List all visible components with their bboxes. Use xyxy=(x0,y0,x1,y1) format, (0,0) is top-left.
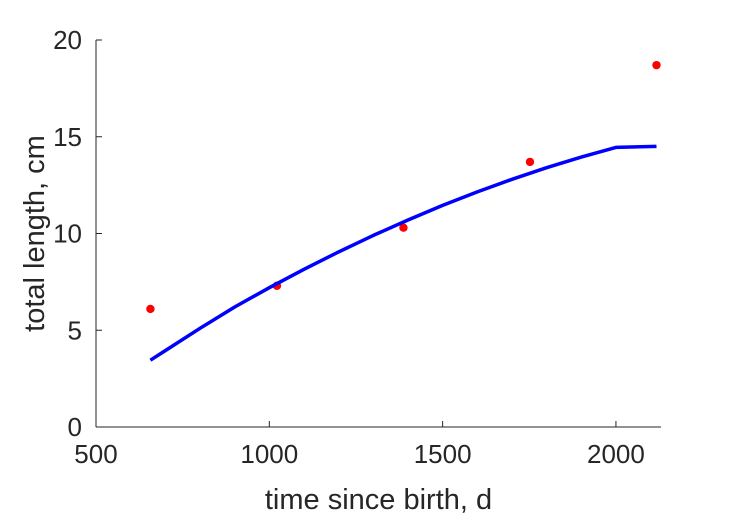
data-point xyxy=(399,223,408,232)
x-axis-title: time since birth, d xyxy=(265,484,492,516)
x-tick-label: 2000 xyxy=(587,439,645,469)
y-axis-title: total length, cm xyxy=(19,135,51,332)
data-point xyxy=(146,304,155,314)
y-tick-label: 20 xyxy=(53,25,82,55)
y-tick-label: 0 xyxy=(68,412,82,442)
fit-curve xyxy=(149,144,657,362)
plot-area xyxy=(146,60,661,362)
y-axis-ticks: 0 5 10 15 20 xyxy=(53,25,102,442)
x-axis-ticks: 500 1000 1500 2000 xyxy=(74,421,645,469)
x-tick-label: 500 xyxy=(74,439,117,469)
x-tick-label: 1000 xyxy=(240,439,298,469)
data-point xyxy=(525,157,535,167)
y-tick-label: 15 xyxy=(53,122,82,152)
axes: 500 1000 1500 2000 0 5 10 15 20 xyxy=(53,25,661,469)
x-tick-label: 1500 xyxy=(414,439,472,469)
y-tick-label: 5 xyxy=(68,315,82,345)
data-point xyxy=(652,60,661,70)
y-tick-label: 10 xyxy=(53,219,82,249)
